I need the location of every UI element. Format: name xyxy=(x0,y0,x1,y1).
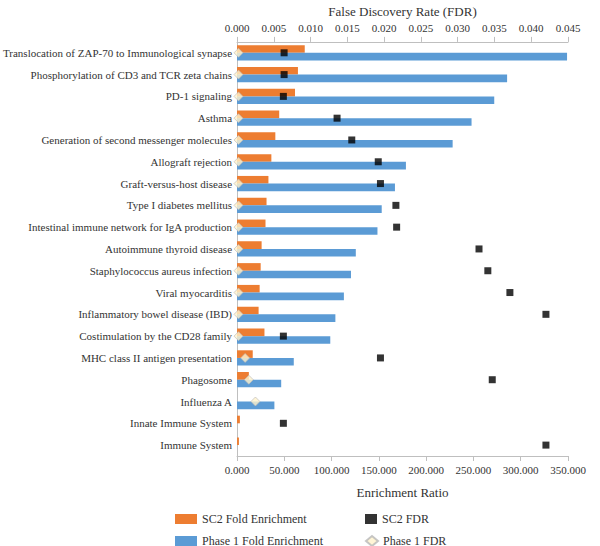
svg-text:Immune System: Immune System xyxy=(160,439,232,451)
svg-text:Generation of second messenger: Generation of second messenger molecules xyxy=(41,134,232,146)
svg-text:Allograft rejection: Allograft rejection xyxy=(150,156,232,168)
svg-text:Type I diabetes mellitus: Type I diabetes mellitus xyxy=(127,199,232,211)
svg-text:0.015: 0.015 xyxy=(335,22,360,34)
svg-text:Innate Immune System: Innate Immune System xyxy=(130,417,232,429)
svg-text:250.000: 250.000 xyxy=(456,464,492,476)
svg-text:0.045: 0.045 xyxy=(556,22,581,34)
svg-text:Phosphorylation of CD3 and TCR: Phosphorylation of CD3 and TCR zeta chai… xyxy=(31,69,232,81)
svg-text:False Discovery Rate (FDR): False Discovery Rate (FDR) xyxy=(328,4,476,19)
svg-text:Phase 1 Fold Enrichment: Phase 1 Fold Enrichment xyxy=(202,534,324,546)
svg-text:0.010: 0.010 xyxy=(298,22,323,34)
svg-text:Influenza A: Influenza A xyxy=(180,396,232,408)
svg-text:Inflammatory bowel disease (IB: Inflammatory bowel disease (IBD) xyxy=(78,308,232,321)
svg-text:Staphylococcus aureus infectio: Staphylococcus aureus infection xyxy=(90,265,233,277)
svg-text:350.000: 350.000 xyxy=(550,464,586,476)
svg-text:Asthma: Asthma xyxy=(198,112,232,124)
svg-text:Phase 1 FDR: Phase 1 FDR xyxy=(383,534,446,546)
svg-text:0.030: 0.030 xyxy=(445,22,470,34)
svg-text:Translocation of ZAP-70 to Imm: Translocation of ZAP-70 to Immunological… xyxy=(3,47,232,59)
svg-text:100.000: 100.000 xyxy=(314,464,350,476)
svg-text:0.000: 0.000 xyxy=(225,464,250,476)
svg-text:200.000: 200.000 xyxy=(408,464,444,476)
svg-text:150.000: 150.000 xyxy=(361,464,397,476)
svg-text:0.035: 0.035 xyxy=(482,22,507,34)
svg-text:Graft-versus-host disease: Graft-versus-host disease xyxy=(121,178,233,190)
svg-text:SC2 FDR: SC2 FDR xyxy=(382,512,429,526)
svg-text:0.025: 0.025 xyxy=(409,22,434,34)
svg-text:Phagosome: Phagosome xyxy=(181,374,232,386)
svg-text:300.000: 300.000 xyxy=(503,464,539,476)
svg-text:Intestinal immune network for: Intestinal immune network for IgA produc… xyxy=(28,221,232,233)
svg-text:0.020: 0.020 xyxy=(372,22,397,34)
svg-text:0.005: 0.005 xyxy=(261,22,286,34)
svg-text:0.000: 0.000 xyxy=(225,22,250,34)
svg-text:0.040: 0.040 xyxy=(519,22,544,34)
svg-text:50.000: 50.000 xyxy=(269,464,300,476)
svg-text:Autoimmune thyroid disease: Autoimmune thyroid disease xyxy=(105,243,232,255)
svg-text:Viral myocarditis: Viral myocarditis xyxy=(155,287,232,299)
svg-text:Costimulation by the CD28 fami: Costimulation by the CD28 family xyxy=(79,330,232,342)
svg-text:MHC class II antigen presentat: MHC class II antigen presentation xyxy=(81,352,232,364)
svg-text:SC2 Fold Enrichment: SC2 Fold Enrichment xyxy=(202,512,307,526)
svg-text:Enrichment Ratio: Enrichment Ratio xyxy=(356,485,448,500)
svg-text:PD-1 signaling: PD-1 signaling xyxy=(166,90,233,102)
